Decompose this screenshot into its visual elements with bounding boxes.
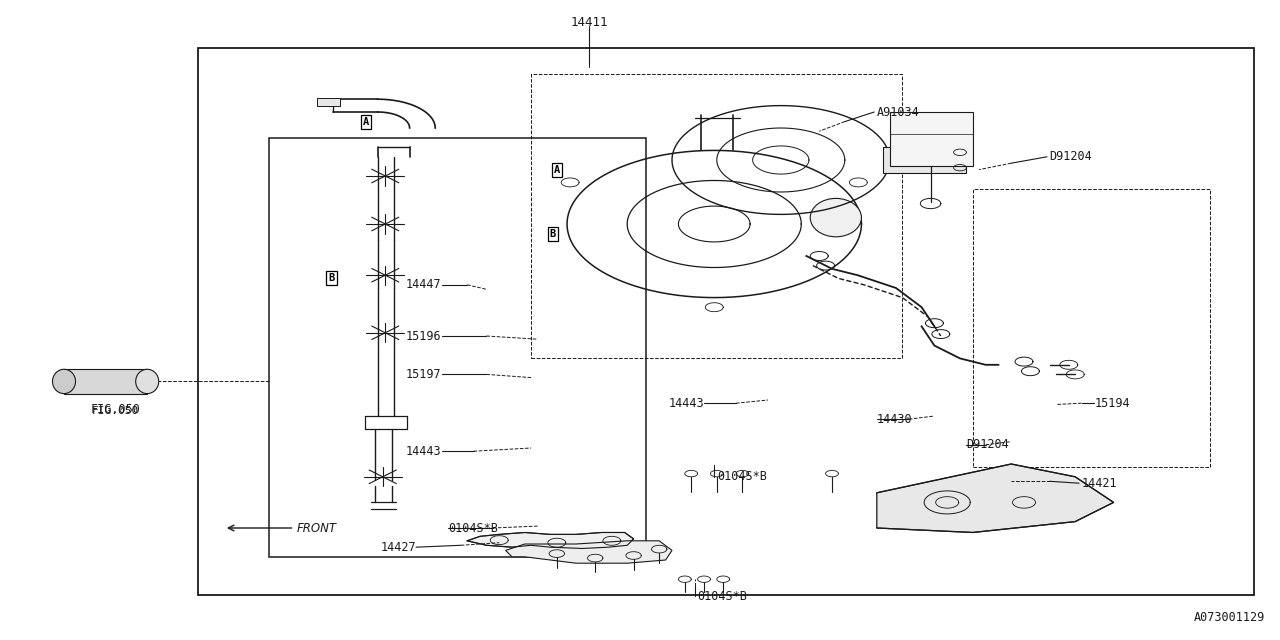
Text: D91204: D91204 — [1050, 150, 1092, 163]
Text: 14443: 14443 — [668, 397, 704, 410]
Bar — [198, 48, 1254, 595]
Text: 0104S*B: 0104S*B — [698, 590, 748, 603]
Text: FIG.050: FIG.050 — [91, 403, 140, 416]
Text: 14411: 14411 — [570, 16, 608, 29]
Text: 14427: 14427 — [380, 541, 416, 554]
Text: A: A — [364, 116, 369, 127]
Bar — [883, 147, 966, 173]
Text: 14421: 14421 — [1082, 477, 1117, 490]
Text: 14447: 14447 — [406, 278, 442, 291]
Polygon shape — [924, 491, 970, 514]
Bar — [890, 112, 973, 166]
Polygon shape — [506, 541, 672, 563]
Polygon shape — [877, 464, 1114, 532]
Bar — [973, 189, 1210, 467]
Text: 0104S*B: 0104S*B — [448, 522, 498, 534]
Text: FRONT: FRONT — [297, 522, 337, 534]
Text: A073001129: A073001129 — [1193, 611, 1265, 624]
Bar — [531, 74, 902, 358]
Text: D91204: D91204 — [966, 438, 1009, 451]
Text: 0104S*B: 0104S*B — [717, 470, 767, 483]
Text: B: B — [329, 273, 334, 284]
Bar — [317, 98, 340, 106]
Text: 15197: 15197 — [406, 368, 442, 381]
Polygon shape — [467, 532, 634, 548]
Ellipse shape — [52, 369, 76, 394]
Text: 15196: 15196 — [406, 330, 442, 342]
Ellipse shape — [810, 198, 861, 237]
Text: FIG.050: FIG.050 — [92, 406, 138, 417]
Text: 14430: 14430 — [877, 413, 913, 426]
Text: 14443: 14443 — [406, 445, 442, 458]
Bar — [64, 369, 147, 394]
Text: 15194: 15194 — [1094, 397, 1130, 410]
Text: B: B — [550, 228, 556, 239]
Text: A91034: A91034 — [877, 106, 919, 118]
Text: A: A — [554, 164, 559, 175]
Bar — [269, 138, 646, 557]
Ellipse shape — [136, 369, 159, 394]
